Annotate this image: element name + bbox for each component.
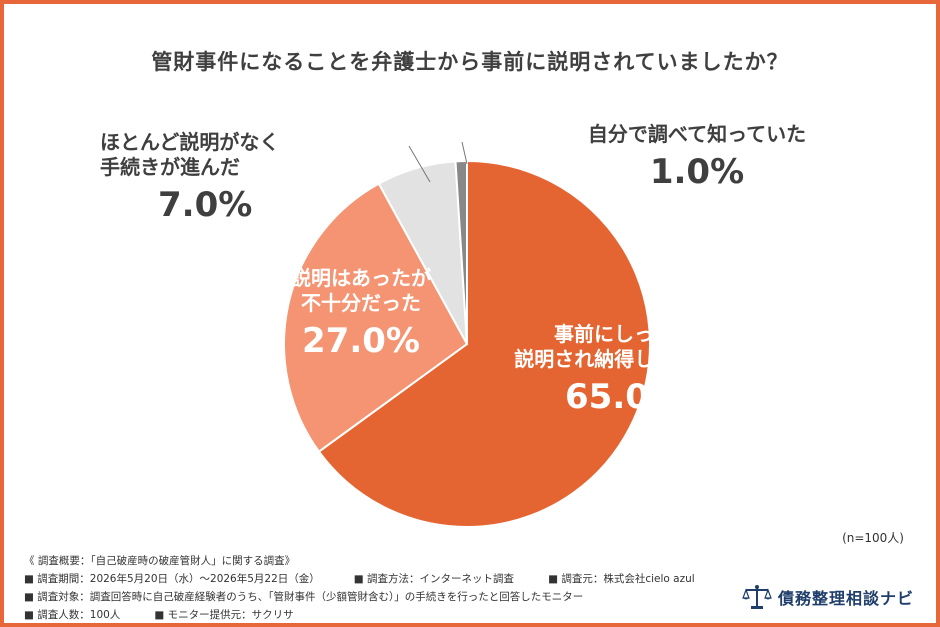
- chart-frame: 管財事件になることを弁護士から事前に説明されていましたか？ 事前にしっかり 説明…: [4, 4, 936, 623]
- notes-source: ■ 調査元：株式会社cielo azul: [548, 573, 695, 585]
- sample-size: (n=100人): [842, 531, 904, 545]
- notes-count: ■ 調査人数：100人: [24, 609, 121, 621]
- notes-method: ■ 調査方法：インターネット調査: [353, 573, 515, 585]
- label-slice-65-line1: 事前にしっかり: [554, 322, 694, 346]
- notes-heading: 《 調査概要：「自己破産時の破産管財人」に関する調査》: [24, 555, 296, 567]
- label-slice-65-value: 65.0%: [565, 377, 683, 417]
- label-slice-7: ほとんど説明がなく 手続きが進んだ 7.0%: [100, 130, 330, 227]
- label-slice-7-line2: 手続きが進んだ: [100, 155, 240, 179]
- pie-slice-1: [283, 182, 469, 453]
- brand-logo: 債務整理相談ナビ: [742, 584, 914, 610]
- label-slice-7-line1: ほとんど説明がなく: [100, 130, 280, 154]
- notes-target: ■ 調査対象：調査回答時に自己破産経験者のうち、「管財事件（少額管財含む）」の手…: [24, 591, 584, 603]
- scales-of-justice-icon: [742, 585, 772, 609]
- survey-notes: 《 調査概要：「自己破産時の破産管財人」に関する調査》 ■ 調査期間：2026年…: [24, 552, 729, 623]
- notes-row-1: ■ 調査期間：2026年5月20日（水）〜2026年5月22日（金） ■ 調査方法…: [24, 570, 729, 588]
- pie-slice-0: [317, 159, 651, 528]
- leader-line-7: [408, 145, 431, 183]
- label-slice-27-line1: 説明はあったが: [291, 266, 431, 290]
- label-slice-1-value: 1.0%: [649, 152, 745, 192]
- notes-period: ■ 調査期間：2026年5月20日（水）〜2026年5月22日（金）: [24, 573, 320, 585]
- leader-line-1: [461, 141, 468, 165]
- chart-title: 管財事件になることを弁護士から事前に説明されていましたか？: [151, 50, 789, 74]
- pie-slice-3: [454, 159, 468, 345]
- label-slice-27: 説明はあったが 不十分だった 27.0%: [266, 266, 456, 363]
- pie-chart: [283, 141, 651, 528]
- label-slice-1-line1: 自分で調べて知っていた: [587, 122, 807, 146]
- label-slice-65-line2: 説明され納得して進めた: [514, 347, 734, 371]
- label-slice-1: 自分で調べて知っていた 1.0%: [552, 122, 842, 194]
- label-slice-27-value: 27.0%: [302, 321, 420, 361]
- label-slice-7-value: 7.0%: [158, 185, 253, 225]
- notes-provider: ■ モニター提供元：サクリサ: [154, 609, 294, 621]
- brand-name: 債務整理相談ナビ: [777, 589, 914, 608]
- label-slice-65: 事前にしっかり 説明され納得して進めた 65.0%: [474, 322, 774, 419]
- label-slice-27-line2: 不十分だった: [301, 291, 421, 315]
- notes-row-3: ■ 調査人数：100人 ■ モニター提供元：サクリサ: [24, 606, 729, 623]
